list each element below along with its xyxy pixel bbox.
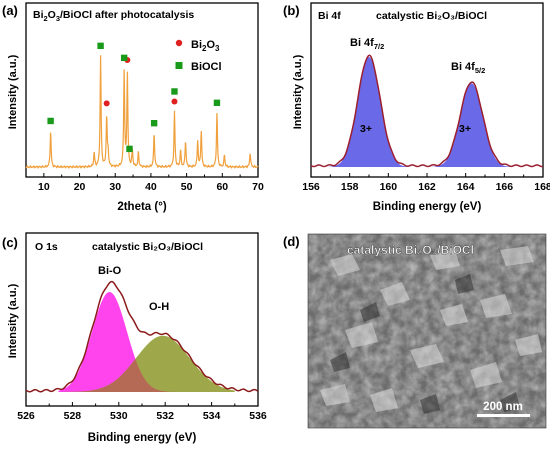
bi4f72-oxidation-label: 3+ [360, 123, 372, 135]
panel-d-label: (d) [283, 234, 300, 249]
sem-title: catalystic Bi₂O₃/BiOCl [347, 243, 474, 257]
x-tick-label: 164 [457, 181, 475, 193]
bi4f-envelope [310, 54, 544, 168]
sem-image [307, 233, 547, 429]
x-tick-label: 166 [496, 181, 514, 193]
bi4f52-peak-area [428, 83, 514, 167]
panel-b-x-axis: 156 158 160 162 164 166 168 [302, 173, 550, 193]
panel-a-xrd-pattern [25, 55, 259, 169]
biocl-marker [47, 117, 54, 125]
scale-bar [477, 414, 530, 417]
panel-a-frame [25, 2, 259, 178]
x-tick-label: 30 [109, 181, 121, 193]
x-tick-label: 60 [216, 181, 228, 193]
x-tick-label: 530 [110, 410, 128, 422]
x-tick-label: 160 [380, 181, 398, 193]
panel-c-ylabel: Intensity (a.u.) [7, 283, 19, 358]
panel-a: (a) Bi2O3/BiOCl after photocatalysis 10 2… [2, 2, 264, 213]
legend-bi2o3-marker [175, 39, 183, 47]
panel-c: (c) O 1s catalystic Bi₂O₃/BiOCl 526 528 53… [2, 232, 267, 444]
x-tick-label: 526 [17, 410, 35, 422]
panel-c-xlabel: Binding energy (eV) [88, 432, 197, 444]
x-tick-label: 70 [252, 181, 264, 193]
panel-a-x-axis: 10 20 30 40 50 60 70 [38, 173, 264, 193]
panel-b-frame [310, 2, 544, 178]
x-tick-label: 532 [156, 410, 174, 422]
bi4f72-label: Bi 4f7/2 [350, 37, 384, 51]
legend-biocl-marker [175, 62, 183, 69]
biocl-marker [97, 42, 104, 50]
panel-a-title: Bi2O3/BiOCl after photocatalysis [33, 9, 194, 23]
x-tick-label: 158 [341, 181, 359, 193]
panel-a-xlabel: 2theta (°) [117, 201, 166, 213]
panel-a-phase-markers [47, 42, 221, 153]
x-tick-label: 10 [38, 181, 50, 193]
o1s-envelope [25, 280, 259, 393]
bi4f52-oxidation-label: 3+ [459, 123, 471, 135]
panel-c-header-right: catalystic Bi₂O₃/BiOCl [92, 241, 203, 253]
x-tick-label: 168 [534, 181, 550, 193]
biocl-marker [150, 119, 158, 127]
panel-b-header-left: Bi 4f [318, 10, 341, 22]
x-tick-label: 162 [418, 181, 436, 193]
x-tick-label: 156 [302, 181, 320, 193]
biocl-marker [126, 145, 133, 153]
legend-biocl-label: BiOCl [191, 61, 222, 73]
x-tick-label: 528 [64, 410, 82, 422]
panel-b-xlabel: Binding energy (eV) [373, 201, 482, 213]
panel-a-legend: Bi2O3 BiOCl [175, 39, 222, 73]
x-tick-label: 20 [74, 181, 86, 193]
panel-c-x-axis: 526 528 530 532 534 536 [17, 402, 267, 422]
scale-bar-label: 200 nm [483, 401, 523, 413]
panel-b-ylabel: Intensity (a.u.) [292, 54, 304, 129]
x-tick-label: 534 [203, 410, 221, 422]
peak-overlap-area [58, 359, 235, 392]
panel-c-label: (c) [2, 235, 18, 250]
x-tick-label: 536 [249, 410, 267, 422]
panel-d: (d) [283, 233, 547, 429]
biocl-marker [171, 88, 178, 95]
o-h-peak-area [58, 335, 235, 392]
x-tick-label: 40 [145, 181, 157, 193]
bi4f72-peak-area [326, 57, 412, 167]
o-h-label: O-H [149, 301, 169, 313]
panel-b-label: (b) [283, 3, 300, 18]
bi2o3-marker [171, 98, 178, 105]
panel-a-label: (a) [2, 3, 18, 18]
bi-o-label: Bi-O [98, 265, 122, 277]
bi4f52-label: Bi 4f5/2 [451, 61, 485, 75]
bi-o-peak-area [58, 292, 235, 392]
panel-b: (b) Bi 4f catalystic Bi₂O₃/BiOCl 156 158 1… [283, 2, 550, 213]
x-tick-label: 50 [181, 181, 193, 193]
biocl-marker [213, 99, 221, 107]
panel-b-header-right: catalystic Bi₂O₃/BiOCl [376, 10, 487, 22]
biocl-marker [120, 54, 128, 62]
panel-a-ylabel: Intensity (a.u.) [7, 54, 19, 129]
panel-c-header-left: O 1s [35, 241, 58, 253]
bi2o3-marker [103, 100, 110, 107]
legend-bi2o3-label: Bi2O3 [191, 39, 220, 53]
